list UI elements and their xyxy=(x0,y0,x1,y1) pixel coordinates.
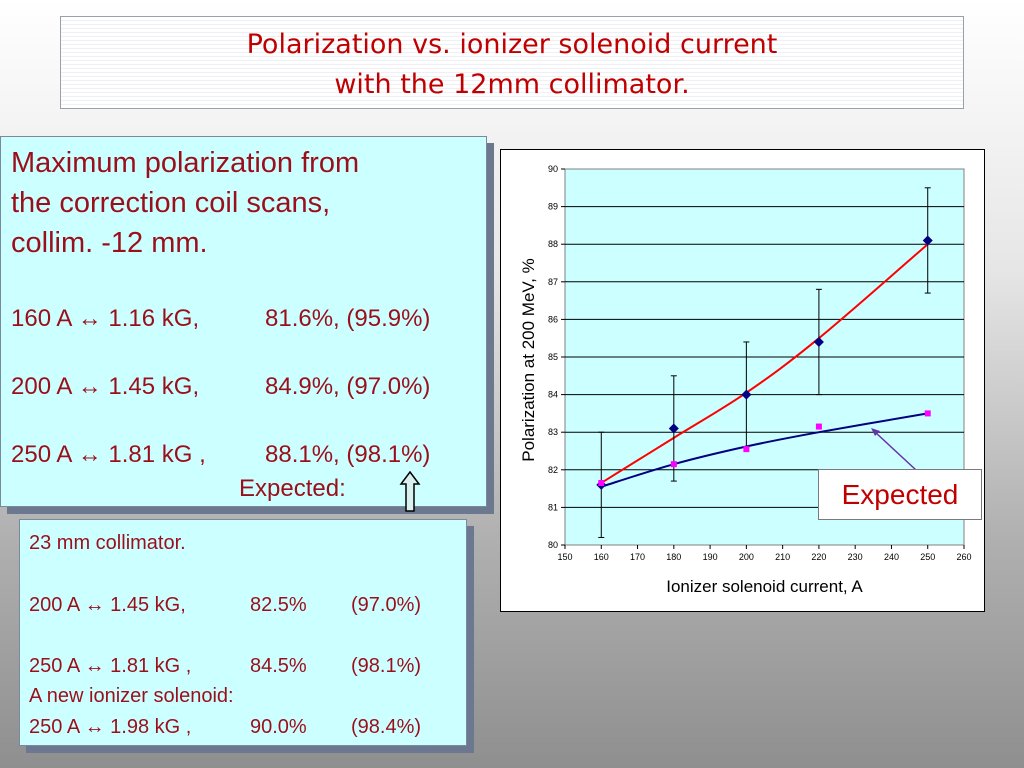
data-point-expected xyxy=(743,446,750,453)
y-tick-label: 86 xyxy=(548,314,558,324)
y-tick-label: 83 xyxy=(548,427,558,437)
panel2-row-polarization: 82.5% xyxy=(250,594,307,616)
slide-title-line-2: with the 12mm collimator. xyxy=(334,69,690,100)
panel2-heading: 23 mm collimator. xyxy=(29,532,186,554)
data-point-measured xyxy=(922,235,933,246)
x-tick-label: 230 xyxy=(848,552,863,562)
data-point-expected xyxy=(670,461,677,468)
x-tick-label: 210 xyxy=(775,552,790,562)
panel2-row-polarization: 90.0% xyxy=(250,716,307,738)
x-tick-label: 240 xyxy=(884,552,899,562)
y-axis-label: Polarization at 200 MeV, % xyxy=(519,258,538,462)
callout-arrow xyxy=(874,431,917,471)
panel2-row-expected: (98.4%) xyxy=(351,716,422,738)
title-box: Polarization vs. ionizer solenoid curren… xyxy=(60,16,964,109)
panel2-row-current: 250 A ↔ 1.98 kG , xyxy=(29,716,192,738)
slide-title-line-1: Polarization vs. ionizer solenoid curren… xyxy=(246,29,778,60)
panel1-heading-line-2: the correction coil scans, xyxy=(11,187,331,219)
panel1-heading-line-3: collim. -12 mm. xyxy=(11,227,208,259)
max-polarization-panel: Maximum polarization from the correction… xyxy=(0,136,487,507)
data-point-measured xyxy=(741,389,752,400)
x-tick-label: 180 xyxy=(666,552,681,562)
x-tick-label: 220 xyxy=(811,552,826,562)
up-arrow-icon xyxy=(399,470,421,512)
panel2-row-expected: (97.0%) xyxy=(351,594,422,616)
data-point-expected xyxy=(815,423,822,430)
data-point-measured xyxy=(668,423,679,434)
panel1-row-values: 84.9%, (97.0%) xyxy=(265,373,431,400)
polarization-chart: 80 81 82 83 84 85 86 87 88 89 90 150 160 170 180 190 200… xyxy=(500,149,985,612)
expected-label: Expected: xyxy=(239,475,346,502)
y-tick-label: 81 xyxy=(548,502,558,512)
y-tick-label: 90 xyxy=(548,164,558,174)
y-tick-label: 85 xyxy=(548,352,558,362)
panel1-heading-line-1: Maximum polarization from xyxy=(11,147,360,179)
x-axis-label: Ionizer solenoid current, A xyxy=(666,577,863,596)
panel2-row-expected: (98.1%) xyxy=(351,655,422,677)
chart-svg: 80 81 82 83 84 85 86 87 88 89 90 150 160 170 180 190 200… xyxy=(519,164,972,596)
data-point-expected xyxy=(924,410,931,417)
panel1-row-values: 88.1%, (98.1%) xyxy=(265,441,431,468)
x-tick-label: 160 xyxy=(594,552,609,562)
x-tick-label: 150 xyxy=(557,552,572,562)
data-point-expected xyxy=(598,479,605,486)
panel1-row-current: 200 A ↔ 1.45 kG, xyxy=(11,373,200,400)
y-tick-label: 87 xyxy=(548,277,558,287)
y-tick-label: 84 xyxy=(548,390,558,400)
panel1-row-values: 81.6%, (95.9%) xyxy=(265,305,431,332)
panel2-row-polarization: 84.5% xyxy=(250,655,307,677)
y-tick-label: 89 xyxy=(548,202,558,212)
x-tick-label: 260 xyxy=(956,552,971,562)
y-tick-label: 88 xyxy=(548,239,558,249)
collimator-23mm-panel: 23 mm collimator. 200 A ↔ 1.45 kG, 82.5%… xyxy=(19,519,467,746)
x-tick-label: 190 xyxy=(703,552,718,562)
expected-callout: Expected xyxy=(818,469,982,520)
y-tick-label: 80 xyxy=(548,540,558,550)
x-tick-label: 170 xyxy=(630,552,645,562)
callout-arrowhead xyxy=(871,428,880,436)
panel2-row-current: 250 A ↔ 1.81 kG , xyxy=(29,655,192,677)
x-tick-label: 200 xyxy=(739,552,754,562)
x-tick-label: 250 xyxy=(920,552,935,562)
panel1-row-current: 160 A ↔ 1.16 kG, xyxy=(11,305,200,332)
panel1-row-current: 250 A ↔ 1.81 kG , xyxy=(11,441,206,468)
y-tick-label: 82 xyxy=(548,465,558,475)
panel2-note: A new ionizer solenoid: xyxy=(29,685,234,707)
panel2-row-current: 200 A ↔ 1.45 kG, xyxy=(29,594,186,616)
data-point-measured xyxy=(813,336,824,347)
